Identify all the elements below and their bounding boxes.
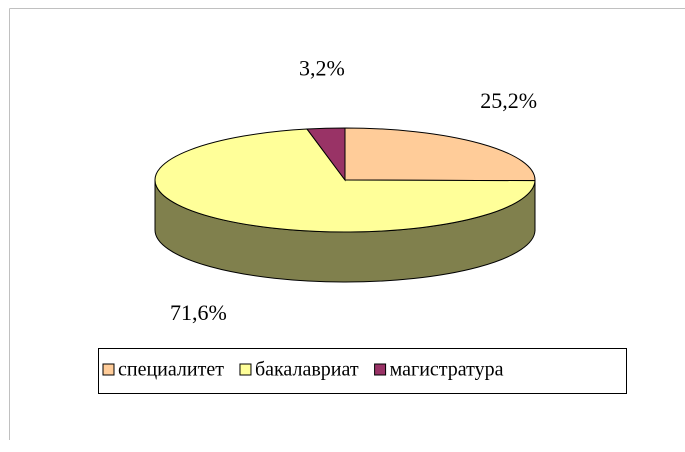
pie-slice (306, 127, 346, 182)
pie: 25,2% 71,6% 3,2% (154, 56, 537, 325)
legend-box (98, 348, 627, 394)
data-label: 3,2% (299, 56, 345, 81)
legend: специалитет бакалавриат магистратура (102, 359, 504, 381)
data-label: 71,6% (170, 300, 227, 325)
legend-swatch (102, 363, 115, 376)
data-label: 25,2% (480, 88, 537, 113)
legend-swatch (374, 363, 387, 376)
legend-label: магистратура (390, 359, 504, 381)
legend-label: специалитет (118, 359, 224, 381)
legend-label: бакалавриат (255, 359, 359, 381)
pie-slice (344, 127, 536, 182)
legend-swatch (239, 363, 252, 376)
